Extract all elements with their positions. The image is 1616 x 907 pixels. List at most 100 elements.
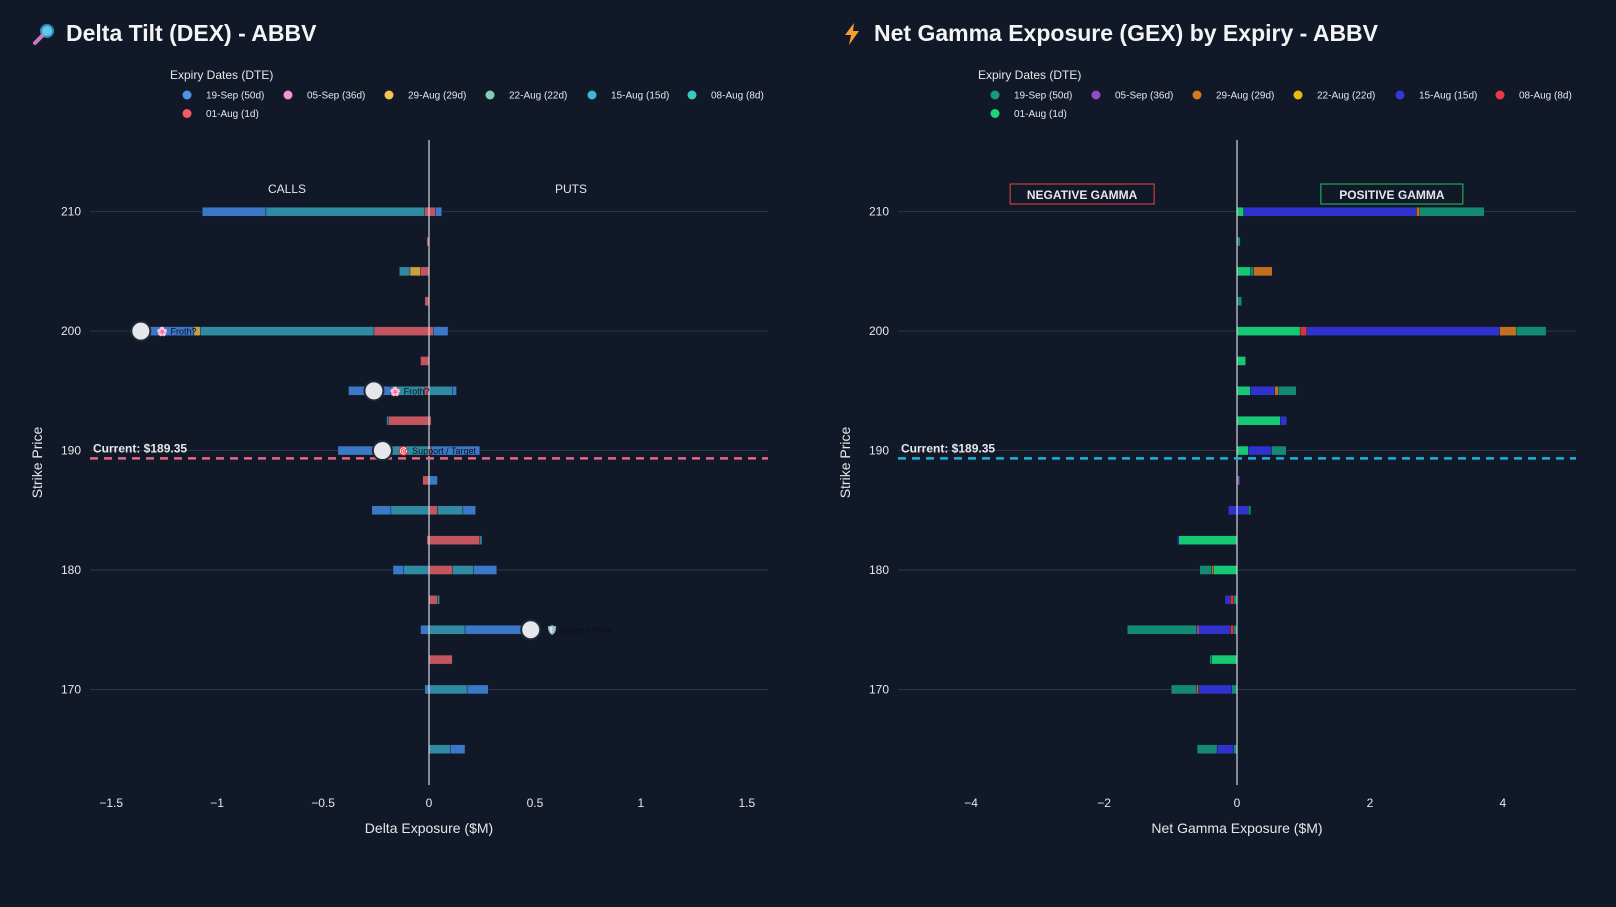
legend-marker: [182, 90, 192, 100]
bar-segment: [437, 505, 464, 515]
x-tick-label: 4: [1500, 796, 1507, 810]
bar-segment: [1250, 266, 1254, 277]
bar-segment: [265, 206, 425, 217]
magnifier-icon: [33, 23, 54, 45]
bar-segment: [399, 266, 411, 277]
x-tick-label: 0: [426, 796, 433, 810]
bar-segment: [1230, 595, 1234, 605]
annotation-marker: [371, 440, 393, 462]
bar-segment: [437, 595, 440, 605]
x-axis-title: Net Gamma Exposure ($M): [1151, 820, 1322, 836]
bar-segment: [1196, 625, 1200, 635]
bar-segment: [428, 206, 436, 217]
x-tick-label: −1.5: [99, 796, 123, 810]
legend-item-label: 08-Aug (8d): [1519, 91, 1572, 102]
bar-segment: [1499, 326, 1517, 336]
calls-label: CALLS: [268, 182, 306, 196]
legend-marker: [283, 90, 293, 100]
bar-segment: [428, 386, 453, 396]
bar-segment: [428, 565, 453, 575]
bar-segment: [452, 386, 457, 396]
bar-segment: [1419, 206, 1485, 217]
legend-item-label: 19-Sep (50d): [1014, 91, 1072, 102]
x-tick-label: −2: [1097, 796, 1111, 810]
bar-segment: [428, 475, 438, 486]
bar-segment: [420, 356, 430, 366]
annotation-marker: [130, 320, 152, 342]
gex-chart: Expiry Dates (DTE) 19-Sep (50d) 05-Sep (36…: [837, 68, 1576, 836]
legend-title: Expiry Dates (DTE): [170, 68, 273, 82]
negative-gamma-label: NEGATIVE GAMMA: [1027, 188, 1138, 202]
bar-segment: [430, 445, 481, 456]
legend-item-label: 05-Sep (36d): [307, 91, 365, 102]
puts-label: PUTS: [555, 182, 587, 196]
bar-segment: [1248, 505, 1252, 515]
bar-segment: [1209, 654, 1212, 665]
current-price-label: Current: $189.35: [901, 441, 995, 455]
bar-segment: [428, 505, 438, 515]
legend-item-label: 22-Aug (22d): [509, 91, 567, 102]
bar-segment: [1196, 684, 1199, 695]
bar-segment: [1211, 565, 1214, 575]
bar-segment: [420, 266, 430, 277]
annotation-label: 🌸 Froth?: [157, 326, 197, 337]
bar-segment: [202, 206, 267, 217]
legend-marker: [990, 90, 1000, 100]
annotation-label: 🎯 Support / Target: [398, 446, 476, 456]
legend-marker: [1395, 90, 1405, 100]
bar-segment: [1213, 565, 1238, 575]
legend-item-label: 15-Aug (15d): [1419, 91, 1477, 102]
bar-segment: [1280, 415, 1288, 426]
bar-segment: [1178, 535, 1238, 545]
bar-segment: [1243, 206, 1417, 217]
bar-segment: [1253, 266, 1273, 277]
bar-segment: [386, 415, 389, 426]
legend-marker: [1091, 90, 1101, 100]
bar-segment: [1416, 206, 1420, 217]
annotation-label: 🌸 Froth?: [390, 385, 430, 396]
bar-segment: [466, 684, 489, 695]
bar-segment: [428, 744, 451, 754]
negative-gamma-box: [1009, 183, 1155, 205]
bar-segment: [403, 565, 430, 575]
bar-segment: [373, 326, 430, 336]
bar-segment: [422, 475, 430, 486]
bar-segment: [1236, 415, 1281, 426]
bar-segment: [1198, 684, 1232, 695]
y-tick-label: 190: [61, 444, 81, 458]
legend-marker: [1192, 90, 1202, 100]
y-tick-label: 200: [869, 324, 889, 338]
bar-segment: [428, 595, 438, 605]
x-axis-title: Delta Exposure ($M): [365, 820, 493, 836]
bar-segment: [1271, 445, 1287, 456]
annotation-label: 🛡️ Defend Price: [547, 624, 613, 635]
bar-segment: [1515, 326, 1547, 336]
legend-marker: [990, 109, 1000, 118]
bar-segment: [428, 326, 434, 336]
bar-segment: [371, 505, 392, 515]
bar-segment: [435, 206, 442, 217]
legend-item-label: 29-Aug (29d): [1216, 91, 1274, 102]
positive-gamma-box: [1320, 183, 1464, 205]
x-tick-label: 0: [1234, 796, 1241, 810]
y-tick-label: 210: [869, 205, 889, 219]
bar-segment: [1236, 326, 1301, 336]
legend-item-label: 22-Aug (22d): [1317, 91, 1375, 102]
bar-segment: [1224, 595, 1231, 605]
bar-segment: [1274, 386, 1279, 396]
gex-title-text: Net Gamma Exposure (GEX) by Expiry - ABB…: [874, 20, 1379, 46]
annotation-marker: [363, 380, 385, 402]
bar-segment: [1127, 625, 1197, 635]
current-price-label: Current: $189.35: [93, 441, 187, 455]
gex-panel: Net Gamma Exposure (GEX) by Expiry - ABB…: [808, 0, 1616, 907]
x-tick-label: −1: [210, 796, 224, 810]
y-tick-label: 170: [869, 682, 889, 696]
legend-item-label: 05-Sep (36d): [1115, 91, 1173, 102]
bar-segment: [1236, 445, 1249, 456]
bar-segment: [473, 565, 497, 575]
bar-segment: [1211, 654, 1238, 665]
x-tick-label: 0.5: [527, 796, 544, 810]
bar-segment: [390, 505, 430, 515]
bar-segment: [462, 505, 476, 515]
bar-segment: [1228, 505, 1238, 515]
